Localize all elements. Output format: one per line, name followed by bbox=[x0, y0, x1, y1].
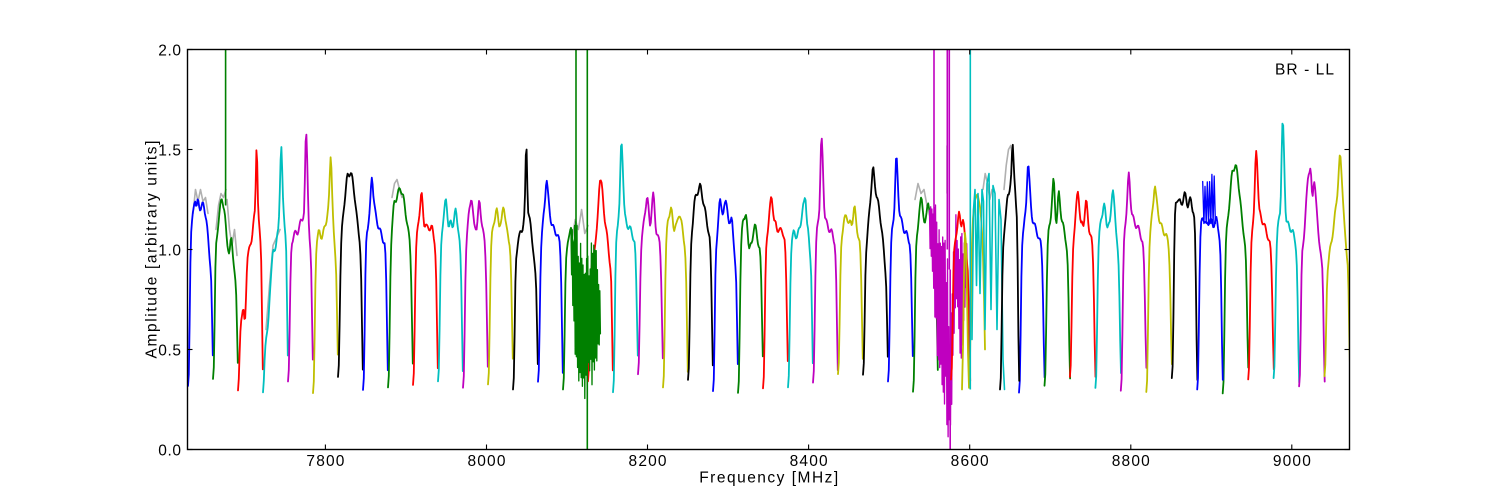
svg-text:1.5: 1.5 bbox=[158, 143, 181, 160]
svg-text:8600: 8600 bbox=[951, 453, 989, 470]
svg-text:Frequency [MHz]: Frequency [MHz] bbox=[699, 470, 838, 487]
svg-text:0.5: 0.5 bbox=[158, 343, 181, 360]
svg-text:8000: 8000 bbox=[467, 453, 505, 470]
svg-text:Amplitude [arbitrary units]: Amplitude [arbitrary units] bbox=[144, 141, 161, 359]
svg-text:9000: 9000 bbox=[1273, 453, 1311, 470]
svg-text:8200: 8200 bbox=[629, 453, 667, 470]
svg-text:0.0: 0.0 bbox=[158, 443, 181, 460]
svg-text:7800: 7800 bbox=[306, 453, 344, 470]
svg-text:1.0: 1.0 bbox=[158, 243, 181, 260]
svg-text:2.0: 2.0 bbox=[158, 43, 181, 60]
svg-text:BR - LL: BR - LL bbox=[1275, 61, 1334, 78]
svg-text:8800: 8800 bbox=[1112, 453, 1150, 470]
svg-text:8400: 8400 bbox=[790, 453, 828, 470]
